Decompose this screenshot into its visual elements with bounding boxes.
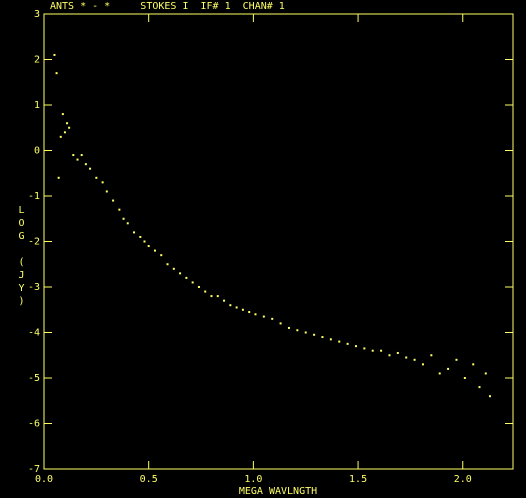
data-point: [185, 276, 188, 279]
y-tick-label: -7: [28, 464, 40, 475]
y-tick-label: -6: [28, 419, 40, 430]
x-tick-label: 0.0: [35, 474, 53, 485]
y-tick-label: -1: [28, 191, 40, 202]
data-point: [122, 217, 125, 220]
data-point: [229, 304, 232, 307]
data-point: [304, 331, 307, 334]
data-point: [346, 342, 349, 345]
data-point: [363, 347, 366, 350]
data-point: [95, 176, 98, 179]
data-point: [388, 354, 391, 357]
y-tick-label: -5: [28, 373, 40, 384]
data-point: [338, 340, 341, 343]
data-point: [57, 176, 60, 179]
data-point: [329, 338, 332, 341]
data-point: [210, 295, 213, 298]
plot-frame: [43, 13, 514, 470]
data-point: [463, 377, 466, 379]
data-point: [380, 349, 383, 352]
data-point: [354, 345, 357, 348]
data-point: [413, 358, 416, 361]
data-point: [271, 317, 274, 320]
data-point: [112, 199, 115, 202]
y-tick-label: 0: [34, 146, 40, 157]
data-point: [76, 158, 79, 161]
x-tick-label: 2.0: [454, 474, 472, 485]
data-point: [166, 263, 169, 266]
data-point: [405, 356, 408, 359]
data-point: [172, 267, 175, 270]
data-point: [63, 131, 66, 134]
data-point: [143, 240, 146, 243]
data-point: [126, 222, 129, 225]
data-point: [118, 208, 121, 211]
x-tick-label: 1.0: [244, 474, 262, 485]
data-point: [430, 354, 433, 357]
y-tick-label: -3: [28, 282, 40, 293]
x-axis-label: MEGA WAVLNGTH: [239, 486, 317, 497]
data-point: [421, 363, 424, 366]
y-tick-label: 3: [34, 9, 40, 20]
data-point: [216, 295, 219, 298]
data-point: [478, 386, 481, 389]
data-point: [89, 167, 92, 170]
data-point: [191, 281, 194, 284]
data-point: [472, 363, 475, 366]
data-point: [248, 311, 251, 314]
data-point: [396, 351, 399, 354]
y-tick-label: -4: [28, 328, 40, 339]
data-point: [223, 299, 226, 302]
data-point: [279, 322, 282, 325]
data-point: [105, 190, 108, 193]
data-point: [133, 231, 136, 234]
data-point: [321, 336, 324, 339]
y-tick-label: 1: [34, 100, 40, 111]
chart-title: ANTS * - * STOKES I IF# 1 CHAN# 1: [50, 1, 285, 12]
data-point: [488, 395, 491, 398]
data-point: [53, 53, 56, 56]
data-point: [313, 333, 316, 336]
x-tick-label: 0.5: [140, 474, 158, 485]
data-point: [101, 181, 104, 184]
data-point: [84, 163, 87, 166]
data-point: [287, 326, 290, 329]
data-point: [59, 135, 62, 138]
y-tick-label: -2: [28, 237, 40, 248]
data-point: [197, 286, 200, 288]
data-point: [160, 254, 163, 257]
data-point: [66, 122, 69, 125]
data-point: [254, 313, 257, 316]
data-point: [72, 154, 75, 157]
data-point: [55, 72, 58, 75]
y-axis-label: LOG (JY): [16, 205, 27, 309]
data-point: [262, 315, 265, 318]
data-point: [61, 113, 64, 116]
data-point: [235, 306, 238, 309]
data-point: [204, 290, 207, 293]
data-point: [80, 154, 83, 157]
data-point: [179, 272, 182, 275]
data-point: [455, 358, 458, 361]
data-point: [447, 367, 450, 370]
data-point: [153, 249, 156, 252]
x-tick-label: 1.5: [349, 474, 367, 485]
data-point: [296, 329, 299, 332]
y-tick-label: 2: [34, 55, 40, 66]
data-point: [139, 235, 142, 238]
data-point: [147, 245, 150, 248]
data-point: [484, 372, 487, 375]
data-point: [438, 372, 441, 375]
data-point: [241, 308, 244, 311]
data-point: [68, 126, 71, 129]
data-point: [371, 349, 374, 352]
